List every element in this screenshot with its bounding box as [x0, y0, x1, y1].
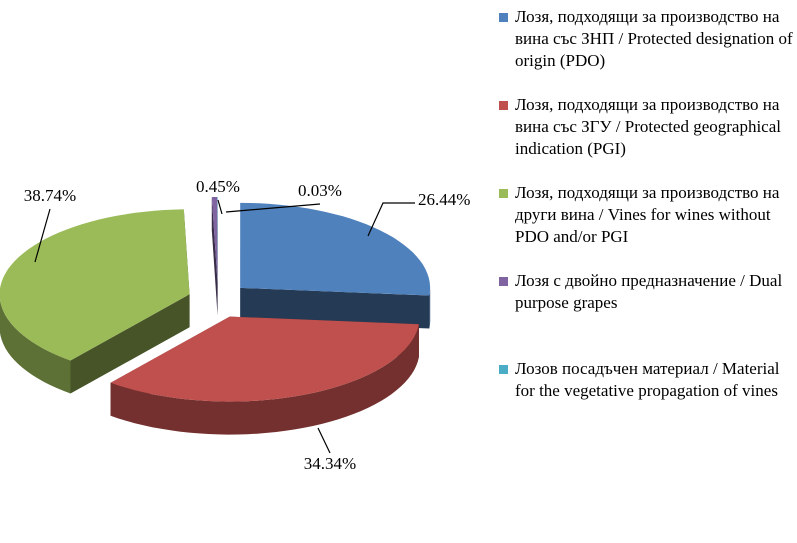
- legend-swatch: [499, 277, 508, 286]
- legend-swatch: [499, 189, 508, 198]
- leader-line: [225, 203, 321, 213]
- leader-line: [217, 199, 223, 215]
- legend: Лозя, подходящи за производство на вина …: [497, 6, 797, 543]
- slice: [110, 316, 419, 435]
- slice-top: [240, 202, 431, 296]
- legend-item: Лозя с двойно предназначение / Dual purp…: [497, 270, 797, 314]
- chart: 26.44% 34.34% 38.74% 0.45% 0.03%: [0, 177, 470, 473]
- legend-label: Лозов посадъчен материал / Material for …: [515, 359, 780, 400]
- slice-side: [70, 294, 190, 394]
- data-label: 38.74%: [24, 186, 76, 205]
- data-label: 26.44%: [418, 190, 470, 209]
- slice-wall: [429, 287, 431, 329]
- leader-line: [317, 427, 331, 454]
- slice-side: [240, 287, 430, 329]
- legend-swatch: [499, 13, 508, 22]
- legend-label: Лозя, подходящи за производство на вина …: [515, 95, 781, 158]
- legend-swatch: [499, 101, 508, 110]
- slice: [0, 209, 190, 394]
- slice-top: [110, 316, 419, 402]
- data-label: 34.34%: [304, 454, 356, 473]
- leader-line: [367, 202, 415, 237]
- legend-label: Лозя с двойно предназначение / Dual purp…: [515, 271, 783, 312]
- legend-label: Лозя, подходящи за производство на вина …: [515, 7, 793, 70]
- legend-item: Лозя, подходящи за производство на други…: [497, 182, 797, 248]
- legend-item: Лозя, подходящи за производство на вина …: [497, 6, 797, 72]
- leader-line: [34, 208, 51, 263]
- legend-label: Лозя, подходящи за производство на други…: [515, 183, 780, 246]
- data-label: 0.03%: [298, 181, 342, 200]
- slice-top: [0, 209, 190, 361]
- slice: [211, 197, 218, 316]
- slice-wall: [110, 324, 419, 435]
- slice-top: [211, 197, 218, 283]
- slice: [240, 202, 431, 329]
- legend-swatch: [499, 365, 508, 374]
- legend-item: Лозов посадъчен материал / Material for …: [497, 358, 797, 402]
- legend-item: Лозя, подходящи за производство на вина …: [497, 94, 797, 160]
- data-label: 0.45%: [196, 177, 240, 196]
- slice-wall: [0, 299, 71, 394]
- slice-side: [211, 197, 218, 316]
